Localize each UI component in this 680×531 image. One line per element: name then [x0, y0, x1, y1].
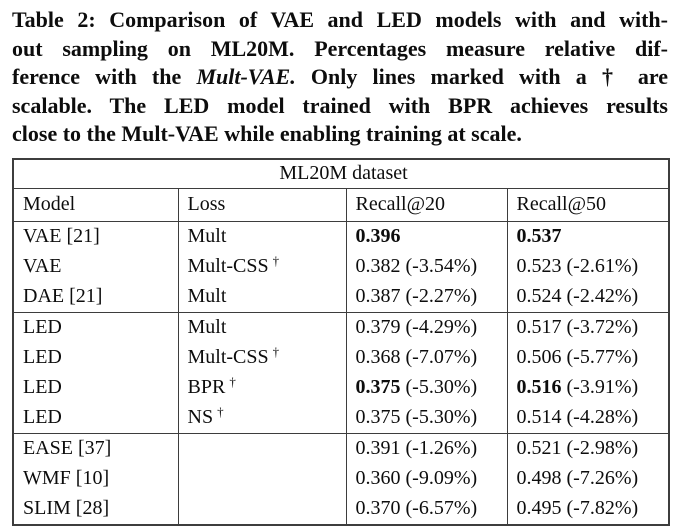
table-row: WMF [10] 0.360 (-9.09%) 0.498 (-7.26%)	[13, 463, 669, 494]
dagger-icon: †	[229, 373, 236, 389]
caption-line-4: scalable. The LED model trained with BPR…	[12, 92, 668, 118]
table-caption: Table 2: Comparison of VAE and LED model…	[12, 6, 668, 149]
cell-model: LED	[23, 346, 62, 369]
caption-mult-vae-italic: Mult-VAE.	[196, 64, 296, 90]
col-header-recall20: Recall@20	[345, 188, 507, 222]
caption-line-1: Table 2: Comparison of VAE and LED model…	[12, 7, 668, 32]
dagger-icon: †	[272, 343, 280, 359]
caption-line-3: ference with the Mult-VAE. Only lines ma…	[12, 63, 668, 92]
table-row: VAE Mult-CSS † 0.382 (-3.54%) 0.523 (-2.61%…	[13, 251, 669, 282]
table-title-row: ML20M dataset	[13, 158, 669, 189]
cell-recall20: 0.391 (-1.26%)	[345, 432, 507, 464]
cell-recall20: 0.375 (-5.30%)	[345, 372, 507, 403]
table-row: LED BPR † 0.375 (-5.30%) 0.516 (-3.91%)	[13, 372, 669, 403]
table-row: DAE [21] Mult 0.387 (-2.27%) 0.524 (-2.42%…	[13, 281, 669, 313]
results-table: ML20M dataset Model Loss Recall@20 Recal…	[12, 157, 670, 526]
cell-recall50: 0.523 (-2.61%)	[506, 251, 669, 282]
cell-loss: Mult-CSS †	[177, 342, 346, 373]
cell-model: WMF [10]	[23, 467, 110, 490]
cell-recall20: 0.379 (-4.29%)	[345, 311, 507, 343]
col-header-recall50: Recall@50	[506, 188, 669, 222]
table-row: LED Mult 0.379 (-4.29%) 0.517 (-3.72%)	[13, 311, 669, 343]
cell-loss: NS †	[177, 402, 346, 434]
cell-model: EASE [37]	[13, 432, 178, 464]
cell-loss: Mult-CSS †	[177, 251, 346, 282]
table-title: ML20M dataset	[13, 158, 669, 189]
cell-recall20: 0.375 (-5.30%)	[345, 402, 507, 434]
table-row: LED NS † 0.375 (-5.30%) 0.514 (-4.28%)	[13, 402, 669, 434]
caption-line-3-pre: ference with the	[12, 64, 197, 90]
cell-recall20: 0.396	[345, 220, 507, 252]
cell-recall50: 0.506 (-5.77%)	[506, 342, 669, 373]
cell-loss: BPR †	[177, 372, 346, 403]
caption-line-5: close to the Mult-VAE while enabling tra…	[12, 121, 522, 147]
cell-recall20: 0.370 (-6.57%)	[345, 493, 507, 525]
table-header-row: Model Loss Recall@20 Recall@50	[13, 188, 669, 222]
cell-loss: Mult	[177, 281, 346, 313]
cell-recall50: 0.498 (-7.26%)	[506, 463, 669, 494]
cell-recall20: 0.368 (-7.07%)	[345, 342, 507, 373]
cell-loss	[177, 493, 346, 525]
col-header-loss: Loss	[177, 188, 346, 222]
cell-model: LED	[23, 376, 62, 399]
cell-recall20: 0.387 (-2.27%)	[345, 281, 507, 313]
cell-recall50: 0.514 (-4.28%)	[506, 402, 669, 434]
cell-loss: Mult	[177, 220, 346, 252]
cell-model: VAE	[23, 255, 62, 278]
caption-line-2: out sampling on ML20M. Percentages measu…	[12, 35, 668, 61]
cell-recall50: 0.537	[506, 220, 669, 252]
cell-model: VAE [21]	[13, 220, 178, 252]
cell-model: LED	[13, 311, 178, 343]
cell-recall50: 0.517 (-3.72%)	[506, 311, 669, 343]
dagger-icon: †	[272, 252, 280, 268]
table-row: EASE [37] 0.391 (-1.26%) 0.521 (-2.98%)	[13, 432, 669, 464]
dagger-icon: †	[217, 403, 224, 419]
cell-recall20: 0.360 (-9.09%)	[345, 463, 507, 494]
caption-line-3-post: Only lines marked with a † are	[295, 64, 669, 90]
cell-model: DAE [21]	[23, 285, 103, 308]
table-row: VAE [21] Mult 0.396 0.537	[13, 220, 669, 252]
cell-model: LED	[23, 406, 62, 429]
table-row: LED Mult-CSS † 0.368 (-7.07%) 0.506 (-5.77%…	[13, 342, 669, 373]
cell-model: SLIM [28]	[23, 497, 110, 520]
cell-loss: Mult	[177, 311, 346, 343]
col-header-model: Model	[13, 188, 178, 222]
cell-recall50: 0.521 (-2.98%)	[506, 432, 669, 464]
cell-recall50: 0.495 (-7.82%)	[506, 493, 669, 525]
cell-recall50: 0.516 (-3.91%)	[506, 372, 669, 403]
cell-recall50: 0.524 (-2.42%)	[506, 281, 669, 313]
cell-recall20: 0.382 (-3.54%)	[345, 251, 507, 282]
cell-loss	[177, 463, 346, 494]
cell-loss	[177, 432, 346, 464]
table-row: SLIM [28] 0.370 (-6.57%) 0.495 (-7.82%)	[13, 493, 669, 525]
